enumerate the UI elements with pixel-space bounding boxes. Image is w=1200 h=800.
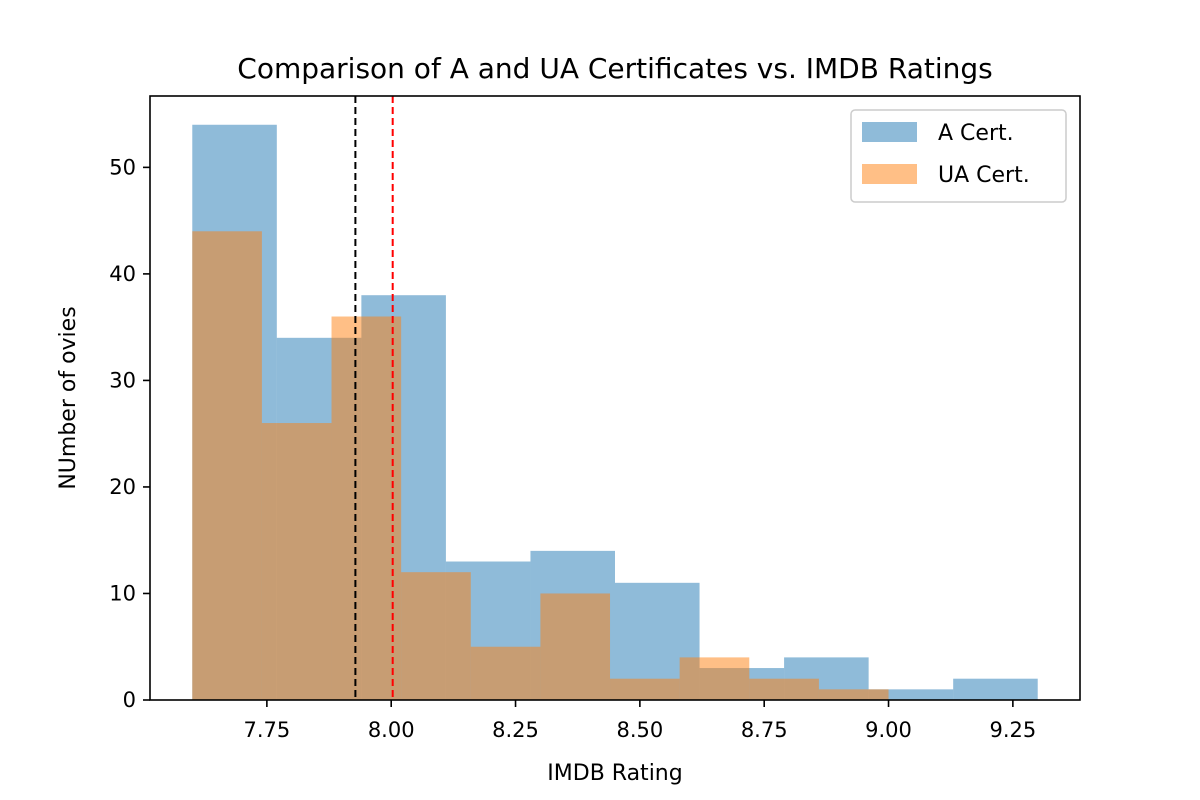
- x-tick-label: 8.25: [492, 718, 539, 742]
- bar-series-1-bin-9: [818, 689, 889, 700]
- x-tick-label: 9.25: [989, 718, 1036, 742]
- legend-label-1: UA Cert.: [938, 163, 1030, 188]
- y-tick-label: 0: [123, 688, 136, 712]
- legend-swatch-1: [862, 164, 917, 184]
- bar-series-1-bin-1: [261, 423, 332, 700]
- legend-swatch-0: [862, 122, 917, 142]
- y-axis-label: NUmber of ovies: [56, 306, 81, 489]
- x-tick-label: 8.00: [368, 718, 415, 742]
- y-axis-ticks: 0 10 20 30 40 50: [109, 155, 150, 712]
- bar-series-1-bin-7: [679, 657, 750, 700]
- y-tick-label: 30: [109, 368, 136, 392]
- chart-title: Comparison of A and UA Certificates vs. …: [237, 52, 992, 85]
- legend-label-0: A Cert.: [938, 121, 1014, 146]
- bar-series-0-bin-9: [953, 678, 1038, 700]
- plot-frame: [149, 95, 1081, 701]
- y-tick-label: 50: [109, 155, 136, 179]
- bar-series-1-bin-2: [331, 316, 402, 700]
- bar-series-1-bin-4: [470, 646, 541, 700]
- bar-series-1-bin-8: [749, 678, 819, 700]
- y-tick-label: 40: [109, 262, 136, 286]
- x-tick-label: 8.75: [741, 718, 788, 742]
- legend: A Cert. UA Cert.: [850, 109, 1067, 203]
- bar-series-1-bin-5: [540, 593, 611, 700]
- x-axis-ticks: 7.75 8.00 8.25 8.50 8.75 9.00 9.25: [243, 700, 1036, 742]
- plot-area: [149, 95, 1081, 701]
- y-tick-label: 10: [109, 581, 136, 605]
- y-tick-label: 20: [109, 475, 136, 499]
- bar-series-1-bin-6: [610, 678, 680, 700]
- bar-series-0-bin-8: [868, 689, 954, 700]
- x-axis-label: IMDB Rating: [547, 761, 682, 786]
- x-tick-label: 9.00: [865, 718, 912, 742]
- series-1: [192, 231, 889, 700]
- x-tick-label: 7.75: [243, 718, 290, 742]
- bar-series-1-bin-0: [192, 231, 262, 700]
- x-tick-label: 8.50: [616, 718, 663, 742]
- reference-lines: [354, 96, 394, 700]
- series-layer: [192, 124, 1038, 700]
- bar-series-1-bin-3: [401, 572, 471, 700]
